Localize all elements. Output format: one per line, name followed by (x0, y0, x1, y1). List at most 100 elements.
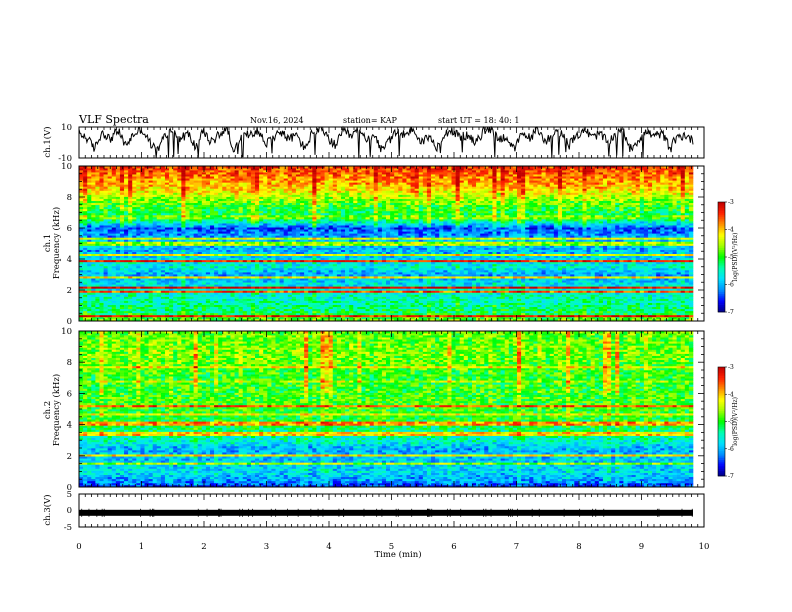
ch1-spectrogram-cell (340, 314, 346, 318)
ch1-spectrogram-cell (488, 308, 493, 312)
ch1-spectrogram-cell (607, 312, 612, 316)
ch1-spectrogram-cell (594, 282, 600, 285)
ch1-spectrogram-cell (557, 257, 563, 261)
ch1-spectrogram-cell (222, 298, 227, 301)
ch1-spectrogram-cell (263, 259, 268, 263)
ch1-spectrogram-cell (287, 306, 293, 310)
ch1-spectrogram-cell (201, 278, 207, 281)
ch1-spectrogram-cell (607, 284, 612, 287)
ch1-spectrogram-cell (537, 308, 542, 312)
ch1-spectrogram-cell (688, 286, 694, 289)
ch1-spectrogram-cell (103, 282, 108, 285)
ch1-spectrogram-cell (275, 257, 280, 261)
ch1-spectrogram-cell (83, 284, 88, 287)
ch1-spectrogram-cell (124, 284, 129, 287)
ch1-spectrogram-cell (222, 255, 227, 259)
ch1-spectrogram-cell (525, 308, 530, 312)
ch1-spectrogram-cell (488, 304, 493, 308)
ch1-spectrogram-cell (242, 314, 248, 318)
ch1-spectrogram-cell (398, 270, 403, 273)
ch1-spectrogram-cell (148, 276, 153, 279)
ch1-spectrogram-cell (602, 286, 608, 289)
ch1-spectrogram-cell (488, 300, 493, 303)
ch1-spectrogram-cell (619, 302, 624, 305)
ch1-spectrogram-cell (410, 302, 415, 305)
ch1-spectrogram-cell (590, 282, 596, 285)
ch1-spectrogram-cell (189, 278, 194, 281)
ch1-spectrogram-cell (598, 286, 604, 289)
ch1-spectrogram-cell (586, 259, 591, 263)
ch1-spectrogram-cell (369, 290, 375, 293)
ch1-spectrogram-cell (459, 290, 465, 293)
ch1-spectrogram-cell (328, 286, 334, 289)
ch1-spectrogram-cell (533, 302, 538, 305)
ch1-spectrogram-cell (373, 284, 379, 287)
ch1-spectrogram-cell (156, 296, 162, 299)
ch1-spectrogram-cell (455, 288, 460, 291)
ch1-spectrogram-cell (177, 304, 182, 308)
ch1-spectrogram-cell (160, 310, 166, 314)
ch1-spectrogram-cell (586, 261, 591, 265)
ch1-spectrogram-cell (287, 259, 293, 263)
ch1-spectrogram-cell (488, 278, 493, 281)
ch1-spectrogram-cell (349, 302, 354, 305)
ch1-spectrogram-cell (140, 300, 145, 303)
ch1-spectrogram-cell (643, 296, 649, 299)
ch1-spectrogram-cell (676, 261, 682, 265)
ch1-spectrogram-cell (250, 282, 256, 285)
ch1-spectrogram-cell (406, 255, 411, 259)
ch1-spectrogram-cell (124, 296, 129, 299)
ch1-spectrogram-cell (111, 274, 117, 277)
ch1-spectrogram-cell (361, 298, 366, 301)
ch1-spectrogram-cell (541, 257, 546, 261)
ch1-spectrogram-cell (320, 308, 325, 312)
ch1-spectrogram-cell (643, 316, 649, 320)
ch1-spectrogram-cell (340, 288, 346, 291)
ch1-spectrogram-cell (488, 296, 493, 299)
ch1-spectrogram-cell (275, 292, 280, 295)
ch1-spectrogram-cell (386, 286, 391, 289)
ch1-spectrogram-cell (79, 290, 84, 293)
ch1-spectrogram-cell (619, 272, 624, 275)
ch1-spectrogram-cell (418, 257, 424, 261)
ch1-spectrogram-cell (205, 267, 211, 271)
ch1-spectrogram-cell (582, 296, 587, 299)
ch1-spectrogram-cell (594, 296, 600, 299)
ch1-spectrogram-cell (615, 259, 620, 263)
ch1-spectrogram-cell (107, 306, 113, 310)
ch1-spectrogram-cell (537, 280, 542, 283)
ch1-spectrogram-cell (545, 286, 551, 289)
ch1-spectrogram-cell (512, 257, 518, 261)
ch1-spectrogram-cell (426, 257, 432, 261)
ch1-spectrogram-cell (160, 300, 166, 303)
ch1-spectrogram-cell (639, 261, 645, 265)
ch1-spectrogram-cell (246, 257, 252, 261)
ch1-spectrogram-cell (553, 286, 559, 289)
ch1-spectrogram-cell (664, 276, 669, 279)
ch1-spectrogram-cell (185, 278, 190, 281)
ch1-spectrogram-cell (398, 261, 403, 265)
ch1-spectrogram-cell (107, 300, 113, 303)
ch1-spectrogram-cell (119, 267, 125, 271)
ch1-spectrogram-cell (316, 314, 321, 318)
ch1-spectrogram-cell (234, 302, 239, 305)
ch1-spectrogram-cell (185, 302, 190, 305)
ch1-spectrogram-cell (545, 292, 551, 295)
ch1-spectrogram-cell (226, 290, 231, 293)
ch1-spectrogram-cell (402, 261, 407, 265)
ch1-spectrogram-cell (541, 282, 546, 285)
ch1-spectrogram-cell (439, 312, 444, 316)
ch1-spectrogram-cell (484, 288, 489, 291)
ch1-spectrogram-cell (664, 263, 669, 267)
ch1-spectrogram-cell (283, 294, 289, 297)
ch1-spectrogram-cell (680, 296, 686, 299)
ch1-spectrogram-cell (128, 255, 133, 259)
ch1-spectrogram-cell (205, 270, 211, 273)
ch1-spectrogram-cell (226, 304, 231, 308)
ch1-spectrogram-cell (459, 306, 465, 310)
ch1-spectrogram-cell (492, 259, 497, 263)
ch1-spectrogram-cell (234, 308, 239, 312)
ch1-spectrogram-cell (492, 308, 497, 312)
ch1-spectrogram-cell (238, 263, 244, 267)
ch1-spectrogram-cell (504, 255, 510, 259)
